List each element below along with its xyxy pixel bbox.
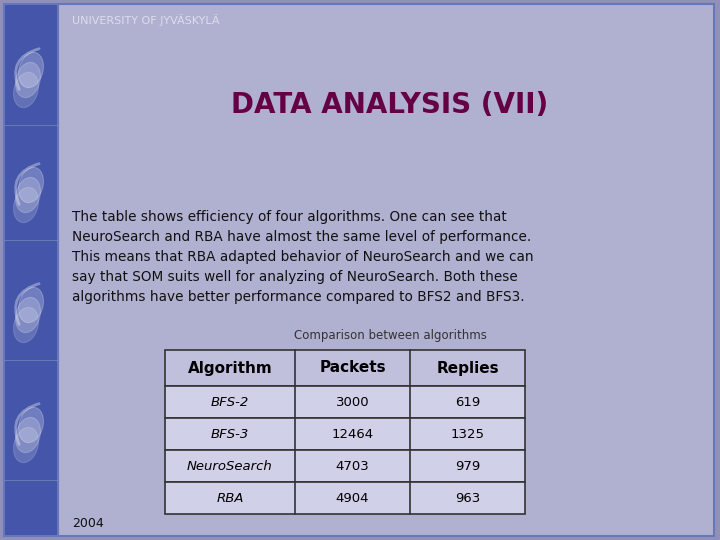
FancyBboxPatch shape [165, 418, 525, 450]
Ellipse shape [19, 407, 43, 443]
FancyArrowPatch shape [16, 164, 39, 205]
FancyArrowPatch shape [16, 284, 39, 325]
Ellipse shape [14, 72, 38, 107]
Text: DATA ANALYSIS (VII): DATA ANALYSIS (VII) [231, 91, 549, 119]
Text: Algorithm: Algorithm [188, 361, 272, 375]
Text: Packets: Packets [319, 361, 386, 375]
Text: 2004: 2004 [72, 517, 104, 530]
Text: 619: 619 [455, 395, 480, 408]
FancyBboxPatch shape [58, 4, 714, 536]
Text: RBA: RBA [216, 491, 244, 504]
FancyArrowPatch shape [16, 49, 39, 90]
Ellipse shape [14, 187, 38, 222]
Text: 963: 963 [455, 491, 480, 504]
Ellipse shape [16, 298, 40, 333]
Ellipse shape [19, 52, 43, 87]
Ellipse shape [14, 427, 38, 463]
Text: The table shows efficiency of four algorithms. One can see that
NeuroSearch and : The table shows efficiency of four algor… [72, 210, 534, 304]
Ellipse shape [16, 177, 40, 213]
Ellipse shape [19, 287, 43, 323]
Text: NeuroSearch: NeuroSearch [187, 460, 273, 472]
Ellipse shape [16, 417, 40, 453]
FancyBboxPatch shape [165, 386, 525, 418]
FancyArrowPatch shape [21, 411, 35, 437]
FancyBboxPatch shape [165, 482, 525, 514]
Ellipse shape [14, 307, 38, 343]
Text: 4703: 4703 [336, 460, 369, 472]
FancyArrowPatch shape [21, 171, 35, 197]
Ellipse shape [19, 167, 43, 202]
Text: BFS-2: BFS-2 [211, 395, 249, 408]
Text: 979: 979 [455, 460, 480, 472]
FancyArrowPatch shape [21, 57, 35, 82]
Text: BFS-3: BFS-3 [211, 428, 249, 441]
FancyBboxPatch shape [4, 4, 58, 536]
FancyBboxPatch shape [165, 450, 525, 482]
Text: 4904: 4904 [336, 491, 369, 504]
FancyArrowPatch shape [16, 404, 39, 444]
Text: 1325: 1325 [451, 428, 485, 441]
Text: UNIVERSITY OF JYVÄSKYLÄ: UNIVERSITY OF JYVÄSKYLÄ [72, 14, 220, 26]
Text: Replies: Replies [436, 361, 499, 375]
Text: 3000: 3000 [336, 395, 369, 408]
Text: 12464: 12464 [331, 428, 374, 441]
Text: Comparison between algorithms: Comparison between algorithms [294, 328, 487, 341]
FancyArrowPatch shape [21, 292, 35, 317]
Ellipse shape [16, 62, 40, 98]
FancyBboxPatch shape [165, 350, 525, 386]
